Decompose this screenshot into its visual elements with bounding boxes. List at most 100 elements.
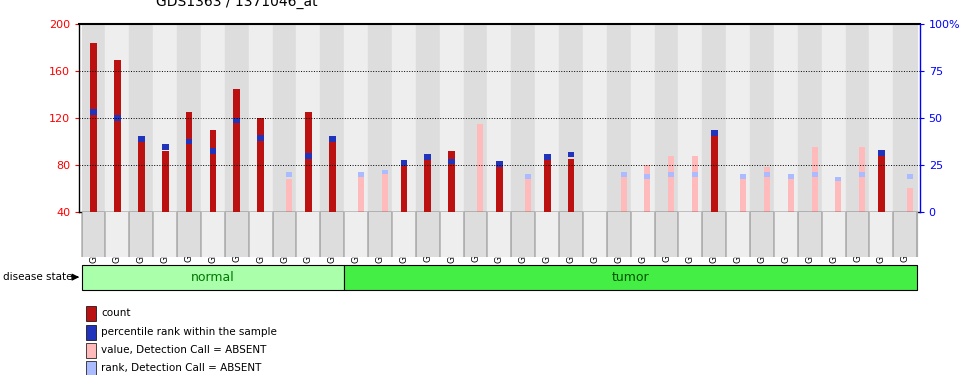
Bar bbox=[329, 136, 335, 142]
Bar bbox=[535, 24, 559, 212]
Bar bbox=[711, 130, 718, 136]
Bar bbox=[822, 24, 845, 212]
Bar bbox=[568, 152, 575, 157]
Bar bbox=[488, 212, 511, 257]
Bar bbox=[210, 130, 216, 212]
Bar bbox=[860, 147, 866, 212]
Bar bbox=[248, 24, 272, 212]
Bar bbox=[740, 174, 746, 179]
Bar bbox=[415, 212, 440, 257]
Bar bbox=[162, 151, 168, 212]
Text: percentile rank within the sample: percentile rank within the sample bbox=[101, 327, 277, 337]
Bar bbox=[368, 212, 392, 257]
Bar bbox=[711, 136, 718, 212]
Bar bbox=[401, 165, 408, 212]
Bar bbox=[883, 226, 890, 231]
Bar bbox=[693, 156, 698, 212]
Bar bbox=[105, 212, 129, 257]
Bar bbox=[644, 174, 650, 179]
Bar bbox=[305, 112, 312, 212]
Text: count: count bbox=[101, 309, 130, 318]
Bar bbox=[726, 24, 751, 212]
Bar bbox=[344, 24, 368, 212]
Bar bbox=[751, 24, 774, 212]
Bar bbox=[631, 212, 655, 257]
Bar bbox=[668, 156, 674, 212]
Bar bbox=[822, 212, 845, 257]
Bar bbox=[798, 24, 822, 212]
Bar bbox=[90, 43, 97, 212]
Bar bbox=[526, 174, 531, 179]
Bar bbox=[655, 212, 678, 257]
Bar bbox=[424, 154, 431, 160]
Bar bbox=[185, 112, 192, 212]
Bar bbox=[154, 24, 177, 212]
Bar bbox=[272, 24, 297, 212]
Bar bbox=[129, 24, 154, 212]
Bar bbox=[114, 60, 121, 212]
Bar bbox=[477, 124, 483, 212]
Bar bbox=[286, 172, 293, 177]
Bar bbox=[740, 179, 746, 212]
Bar bbox=[591, 212, 598, 233]
Bar bbox=[234, 117, 241, 123]
Bar bbox=[644, 165, 650, 212]
Bar bbox=[620, 172, 627, 177]
Bar bbox=[845, 212, 869, 257]
Bar bbox=[154, 212, 177, 257]
Bar bbox=[597, 228, 603, 233]
Bar bbox=[210, 148, 216, 154]
Bar bbox=[497, 161, 502, 167]
Text: GDS1363 / 1371046_at: GDS1363 / 1371046_at bbox=[156, 0, 318, 9]
Bar bbox=[655, 24, 678, 212]
Bar bbox=[358, 172, 364, 177]
Bar bbox=[448, 159, 455, 164]
Text: normal: normal bbox=[191, 271, 235, 284]
Bar bbox=[321, 212, 344, 257]
Bar bbox=[693, 172, 698, 177]
Bar bbox=[440, 212, 464, 257]
Text: value, Detection Call = ABSENT: value, Detection Call = ABSENT bbox=[101, 345, 267, 355]
Bar bbox=[344, 212, 368, 257]
Bar bbox=[90, 110, 97, 115]
Bar bbox=[382, 174, 387, 212]
Bar bbox=[583, 212, 607, 257]
Bar bbox=[559, 24, 583, 212]
Bar bbox=[511, 212, 535, 257]
Bar bbox=[201, 212, 225, 257]
Bar bbox=[869, 212, 894, 257]
Bar bbox=[488, 24, 511, 212]
Bar bbox=[368, 24, 392, 212]
Bar bbox=[81, 265, 344, 290]
Bar bbox=[702, 212, 726, 257]
Bar bbox=[162, 144, 168, 150]
Bar bbox=[86, 306, 96, 321]
Bar bbox=[129, 212, 154, 257]
Bar bbox=[329, 142, 335, 212]
Bar bbox=[401, 160, 408, 166]
Bar bbox=[894, 212, 918, 257]
Bar bbox=[225, 24, 248, 212]
Bar bbox=[177, 212, 201, 257]
Bar bbox=[869, 24, 894, 212]
Bar bbox=[583, 24, 607, 212]
Bar bbox=[344, 265, 918, 290]
Bar bbox=[836, 177, 841, 182]
Bar bbox=[321, 24, 344, 212]
Bar bbox=[297, 212, 321, 257]
Bar bbox=[774, 212, 798, 257]
Bar bbox=[607, 24, 631, 212]
Bar bbox=[305, 153, 312, 159]
Bar bbox=[668, 172, 674, 177]
Bar bbox=[138, 136, 145, 142]
Bar bbox=[907, 174, 913, 179]
Bar bbox=[114, 115, 121, 121]
Bar bbox=[286, 179, 293, 212]
Bar bbox=[878, 150, 885, 156]
Bar bbox=[185, 139, 192, 144]
Bar bbox=[511, 24, 535, 212]
Bar bbox=[678, 212, 702, 257]
Bar bbox=[631, 24, 655, 212]
Bar bbox=[86, 343, 96, 358]
Bar bbox=[415, 24, 440, 212]
